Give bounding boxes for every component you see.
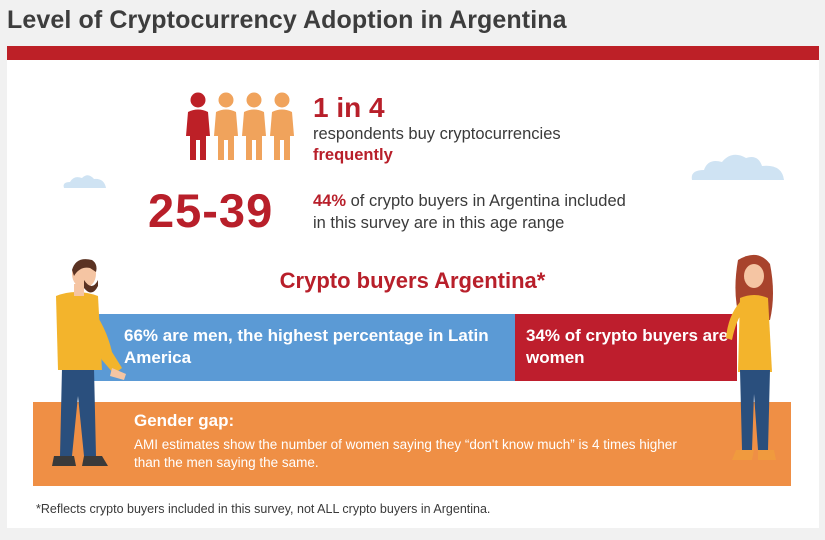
stat-one-in-four: 1 in 4 bbox=[313, 92, 385, 123]
women-share-label: 34% of crypto buyers are women bbox=[526, 326, 729, 367]
gender-gap-box bbox=[33, 402, 791, 486]
footnote: *Reflects crypto buyers included in this… bbox=[36, 502, 491, 516]
stat2-caption-line2: in this survey are in this age range bbox=[313, 214, 565, 232]
gender-gap-text: AMI estimates show the number of women s… bbox=[134, 437, 677, 470]
person-icon bbox=[186, 92, 210, 160]
cloud-icon bbox=[691, 154, 784, 180]
men-share-bar bbox=[88, 314, 515, 381]
men-share-label: 66% are men, the highest percentage in L… bbox=[124, 326, 489, 367]
stat-one-in-four-caption: respondents buy cryptocurrencies frequen… bbox=[313, 124, 561, 166]
woman-illustration bbox=[726, 254, 776, 460]
cloud-icon bbox=[63, 175, 106, 188]
stat-age-range: 25-39 bbox=[148, 184, 274, 237]
person-icon bbox=[270, 92, 294, 160]
stat2-percent: 44% bbox=[313, 192, 347, 210]
stat1-caption-bold: frequently bbox=[313, 146, 393, 164]
stat-age-range-caption: 44% of crypto buyers in Argentina includ… bbox=[313, 190, 733, 234]
person-icon bbox=[214, 92, 238, 160]
title-underline-bar bbox=[7, 46, 819, 60]
gender-gap-title: Gender gap: bbox=[134, 411, 235, 430]
stat2-caption-line1: of crypto buyers in Argentina included bbox=[350, 192, 626, 210]
page-title: Level of Cryptocurrency Adoption in Arge… bbox=[7, 6, 567, 34]
man-illustration bbox=[52, 259, 126, 466]
section-title: Crypto buyers Argentina* bbox=[279, 268, 546, 293]
stat1-caption-line: respondents buy cryptocurrencies bbox=[313, 125, 561, 143]
people-icon-group bbox=[186, 92, 294, 160]
women-share-bar bbox=[515, 314, 737, 381]
person-icon bbox=[242, 92, 266, 160]
